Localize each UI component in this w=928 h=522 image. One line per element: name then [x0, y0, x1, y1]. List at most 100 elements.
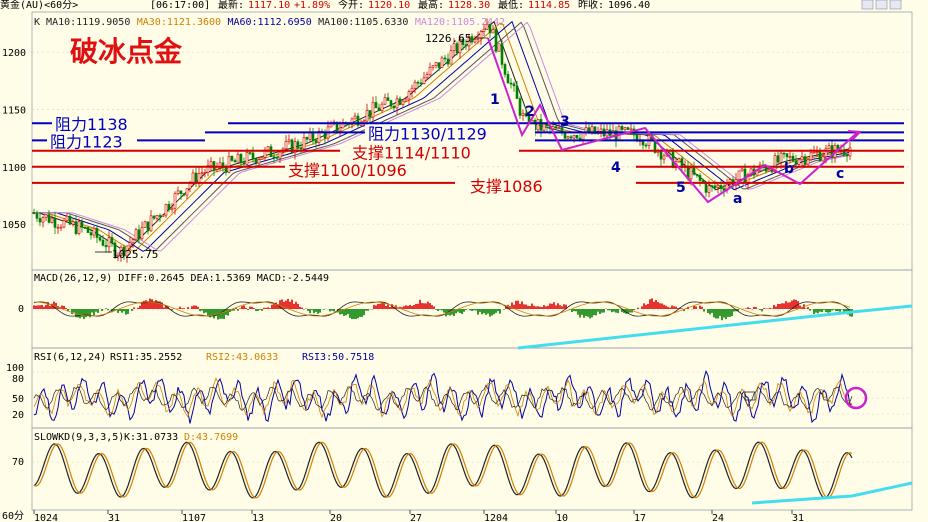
candle-body	[254, 158, 258, 164]
candle-body	[143, 221, 147, 228]
x-axis: 1024 31 1107 13 20 27 1204 10 17 24 31	[33, 510, 804, 522]
candle-body	[149, 215, 153, 232]
candle-body	[113, 242, 117, 257]
candle-body	[512, 83, 516, 87]
candle-body	[47, 214, 51, 223]
candle-body	[575, 135, 579, 139]
candle-body	[395, 98, 399, 109]
ma-legend-item: MA120:1105.2442	[415, 17, 505, 28]
macd-histogram	[33, 298, 853, 321]
candle-body	[572, 135, 576, 139]
candle-body	[773, 155, 777, 173]
candle-body	[776, 155, 780, 163]
candle-body	[782, 152, 786, 155]
candle-body	[278, 151, 282, 159]
level-label-bg	[349, 143, 519, 162]
wave-label: 2	[525, 104, 535, 120]
rsi-tick-label: 100	[6, 363, 24, 374]
candle-body	[710, 185, 714, 187]
quote-time: [06:17:00]	[150, 0, 210, 11]
candle-body	[416, 81, 420, 84]
wave-label: 5	[676, 180, 686, 196]
rsi2-value: RSI2:43.0633	[206, 352, 278, 363]
candle-body	[578, 137, 582, 140]
candle-body	[314, 140, 318, 143]
candle-body	[467, 36, 471, 47]
candle-body	[194, 172, 198, 183]
candle-body	[80, 221, 84, 228]
level-label-bg	[52, 115, 142, 134]
rsi-tick-label: 50	[12, 394, 24, 405]
candle-body	[290, 139, 294, 154]
candle-body	[200, 172, 204, 174]
ma-legend-item: MA10:1119.9050	[46, 17, 130, 28]
candle-body	[65, 215, 69, 221]
panel-frames	[31, 11, 913, 511]
candle-body	[98, 237, 102, 241]
candle-body	[227, 156, 231, 173]
candle-body	[236, 153, 240, 163]
candle-body	[485, 23, 489, 30]
candle-body	[182, 193, 186, 196]
candle-body	[233, 160, 237, 163]
candle-body	[296, 141, 300, 149]
candle-body	[695, 174, 699, 176]
x-tick-label: 13	[252, 513, 264, 522]
candle-body	[338, 127, 342, 132]
candle-body	[287, 139, 291, 142]
quote-header: 黄金(AU)<60分> [06:17:00] 最新: 1117.10 +1.89…	[0, 0, 928, 11]
level-label: 阻力1123	[50, 132, 123, 151]
rsi-tick-label: 80	[12, 374, 24, 385]
candle-body	[461, 39, 465, 45]
candle-body	[248, 152, 252, 154]
candle-body	[518, 98, 522, 116]
candle-body	[494, 29, 498, 52]
candle-body	[305, 137, 309, 140]
candle-body	[401, 100, 405, 105]
candle-body	[329, 123, 333, 128]
window-controls[interactable]	[861, 0, 902, 10]
candle-body	[443, 57, 447, 60]
ma-legend-item: MA100:1105.6330	[318, 17, 408, 28]
y-tick-label: 1050	[2, 220, 26, 231]
x-tick-label: 20	[330, 513, 342, 522]
candle-body	[365, 110, 369, 122]
candle-body	[644, 144, 648, 147]
candle-body	[503, 64, 507, 75]
candle-body	[704, 182, 708, 193]
candle-body	[581, 132, 585, 140]
candle-body	[425, 74, 429, 79]
ma-legend-item: K	[34, 17, 40, 28]
candle-body	[377, 107, 381, 111]
candle-body	[74, 221, 78, 234]
candle-body	[767, 169, 771, 172]
candle-body	[545, 123, 549, 127]
candle-body	[173, 193, 177, 209]
main-y-axis: 1200 1150 1100 1050	[2, 48, 26, 231]
candle-body	[557, 127, 561, 129]
candle-body	[50, 217, 54, 223]
candle-body	[101, 239, 105, 246]
candle-body	[626, 127, 630, 130]
macd-divergence-line	[517, 310, 853, 350]
candle-body	[689, 167, 693, 180]
candle-body	[791, 155, 795, 162]
candle-body	[785, 153, 789, 158]
candle-body	[410, 87, 414, 92]
candle-body	[677, 158, 681, 163]
ma-line	[32, 20, 852, 252]
level-label: 支撑1114/1110	[352, 144, 471, 163]
candle-body	[107, 237, 111, 248]
candle-body	[845, 154, 849, 157]
candle-body	[476, 37, 480, 40]
level-label: 阻力1138	[55, 115, 128, 134]
candle-body	[794, 160, 798, 165]
candle-body	[623, 127, 627, 130]
candle-body	[620, 126, 624, 130]
level-label-bg	[285, 160, 455, 179]
candle-body	[86, 227, 90, 233]
candle-body	[35, 213, 39, 219]
y-tick-label: 1150	[2, 105, 26, 116]
wave-label: c	[836, 166, 844, 182]
